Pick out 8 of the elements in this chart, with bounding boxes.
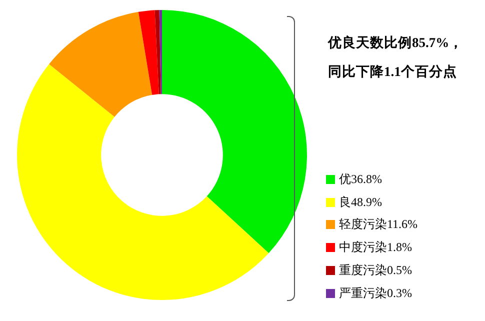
legend-label: 重度污染0.5% bbox=[339, 262, 412, 280]
legend-label: 中度污染1.8% bbox=[339, 239, 412, 256]
legend-label: 优36.8% bbox=[339, 170, 382, 188]
text: 同比下降1.1个百分点 bbox=[328, 63, 458, 81]
legend-label: 轻度污染11.6% bbox=[339, 216, 418, 234]
legend-label: 良48.9% bbox=[339, 194, 382, 211]
text: 优良天数比例85.7%， bbox=[328, 34, 464, 52]
legend-label: 严重污染0.3% bbox=[339, 284, 412, 302]
